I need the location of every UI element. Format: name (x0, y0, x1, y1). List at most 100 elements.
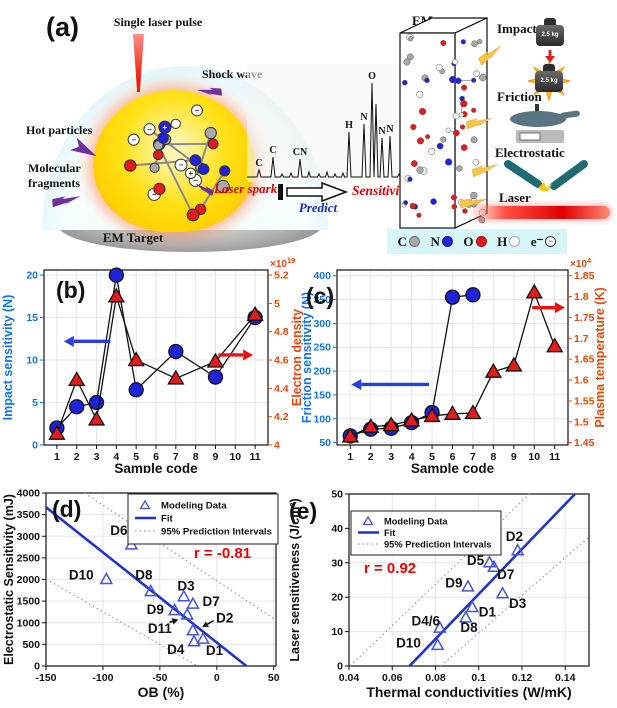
svg-text:C: C (255, 158, 262, 169)
svg-text:5: 5 (274, 298, 280, 310)
panel-label-e: (e) (289, 498, 317, 524)
svg-text:350: 350 (313, 294, 331, 306)
plot-e: 0.04 0.06 0.08 0.1 0.12 0.14 0 10 20 30 40 50 Therma… (288, 489, 590, 700)
svg-text:9: 9 (511, 451, 517, 463)
plasma-atoms-icon: −−−−++−−+ (124, 104, 231, 222)
svg-text:30: 30 (331, 557, 343, 569)
svg-text:2000: 2000 (17, 574, 41, 586)
svg-text:0.08: 0.08 (425, 672, 446, 684)
panel-e-chart: 0.04 0.06 0.08 0.1 0.12 0.14 0 10 20 30 40 50 Therma… (288, 489, 590, 700)
point-D2 (510, 543, 525, 556)
point-label-D6: D6 (110, 523, 128, 538)
em-target-label: EM Target (102, 230, 164, 245)
svg-text:Modeling Data: Modeling Data (161, 501, 227, 512)
single-laser-pulse-label: Single laser pulse (113, 15, 203, 29)
point-D7 (186, 596, 200, 609)
point-D11 (180, 607, 194, 620)
atom-legend-item: e⁻ − (531, 234, 557, 250)
friction-bolt-icon (465, 112, 494, 135)
svg-text:10: 10 (26, 355, 38, 367)
svg-text:50: 50 (331, 489, 343, 501)
svg-text:8: 8 (193, 451, 199, 463)
point-label-D7: D7 (497, 567, 514, 582)
svg-text:N: N (386, 124, 394, 135)
svg-text:−: − (179, 161, 184, 170)
svg-text:1.8: 1.8 (574, 291, 589, 303)
svg-text:150: 150 (313, 389, 331, 401)
svg-text:50: 50 (319, 437, 331, 449)
svg-text:N: N (360, 112, 368, 123)
atom-legend-item: C (398, 234, 420, 250)
point-label-D8: D8 (460, 620, 478, 635)
svg-text:0.1: 0.1 (471, 672, 486, 684)
svg-text:×104: ×104 (570, 258, 592, 270)
electrostatic-bolt-icon (471, 160, 498, 182)
xlabel-c: Sample code (411, 461, 495, 473)
shock-wave-bolt-icon (196, 81, 224, 106)
svg-text:1.85: 1.85 (574, 270, 595, 282)
svg-text:N: N (378, 126, 386, 137)
svg-text:300: 300 (313, 318, 331, 330)
svg-text:0: 0 (337, 661, 343, 673)
point-label-D4: D4 (167, 642, 185, 657)
svg-text:100: 100 (313, 413, 331, 425)
svg-text:7: 7 (173, 451, 179, 463)
svg-text:-150: -150 (35, 672, 56, 684)
svg-text:7: 7 (470, 451, 476, 463)
svg-text:10: 10 (229, 451, 241, 463)
svg-text:Fit: Fit (384, 528, 395, 538)
xlabel-e: Thermal conductivities (W/mK) (366, 684, 571, 700)
svg-text:1500: 1500 (17, 596, 41, 608)
svg-text:1.6: 1.6 (574, 375, 589, 387)
electrostatic-electrodes-icon (504, 160, 588, 191)
impact-bolt-icon (476, 43, 506, 69)
svg-text:3: 3 (388, 451, 394, 463)
svg-text:4.6: 4.6 (274, 355, 289, 367)
laser-label: Laser (499, 190, 531, 205)
point-label-D2: D2 (216, 610, 233, 625)
svg-text:1.45: 1.45 (574, 437, 595, 449)
impact-weight2-icon: 2.5 kg (532, 64, 566, 94)
svg-text:20: 20 (26, 270, 38, 282)
svg-text:C: C (269, 145, 276, 156)
fit-line-d (45, 506, 248, 668)
svg-text:1.65: 1.65 (574, 354, 595, 366)
impact-label: Impact (497, 21, 537, 36)
impact-arrow-icon (545, 50, 555, 63)
point-label-D2: D2 (506, 529, 523, 544)
svg-text:×1019: ×1019 (270, 258, 295, 270)
svg-text:5: 5 (32, 397, 38, 409)
svg-text:4: 4 (274, 440, 280, 452)
svg-text:500: 500 (22, 639, 40, 651)
atom-legend-item: N (430, 234, 453, 250)
svg-text:1.75: 1.75 (574, 312, 595, 324)
panel-label-b: (b) (56, 277, 85, 303)
svg-text:10: 10 (331, 626, 343, 638)
svg-text:11: 11 (549, 451, 560, 463)
svg-text:Fit: Fit (161, 514, 174, 525)
ylabel-e: Laser sensitiveness (J/cm²) (288, 498, 302, 661)
molecular-fragments-label-2: fragments (28, 176, 80, 190)
svg-text:Modeling Data: Modeling Data (384, 517, 448, 527)
friction-tester-icon (510, 104, 580, 143)
svg-text:4.4: 4.4 (274, 383, 289, 395)
atom-legend-item: O (463, 234, 487, 250)
svg-text:-100: -100 (92, 672, 113, 684)
svg-text:+: + (188, 169, 193, 178)
point-label-D1: D1 (479, 605, 497, 620)
point-label-D3: D3 (177, 578, 195, 593)
point-label-D11: D11 (148, 621, 173, 636)
svg-text:4: 4 (409, 451, 415, 463)
point-label-D5: D5 (467, 553, 485, 568)
laser-spark-label: Laser spark (214, 181, 278, 196)
panel-label-d: (d) (52, 496, 81, 522)
predict-label: Predict (298, 200, 338, 215)
hot-particles-arrow-icon (70, 137, 97, 157)
svg-text:1.5: 1.5 (574, 416, 589, 428)
point-label-D9: D9 (147, 602, 164, 617)
laser-pulse-beam-icon (133, 34, 144, 92)
point-label-D10: D10 (69, 568, 94, 583)
svg-text:−: − (152, 190, 157, 199)
svg-text:0.14: 0.14 (555, 672, 576, 684)
